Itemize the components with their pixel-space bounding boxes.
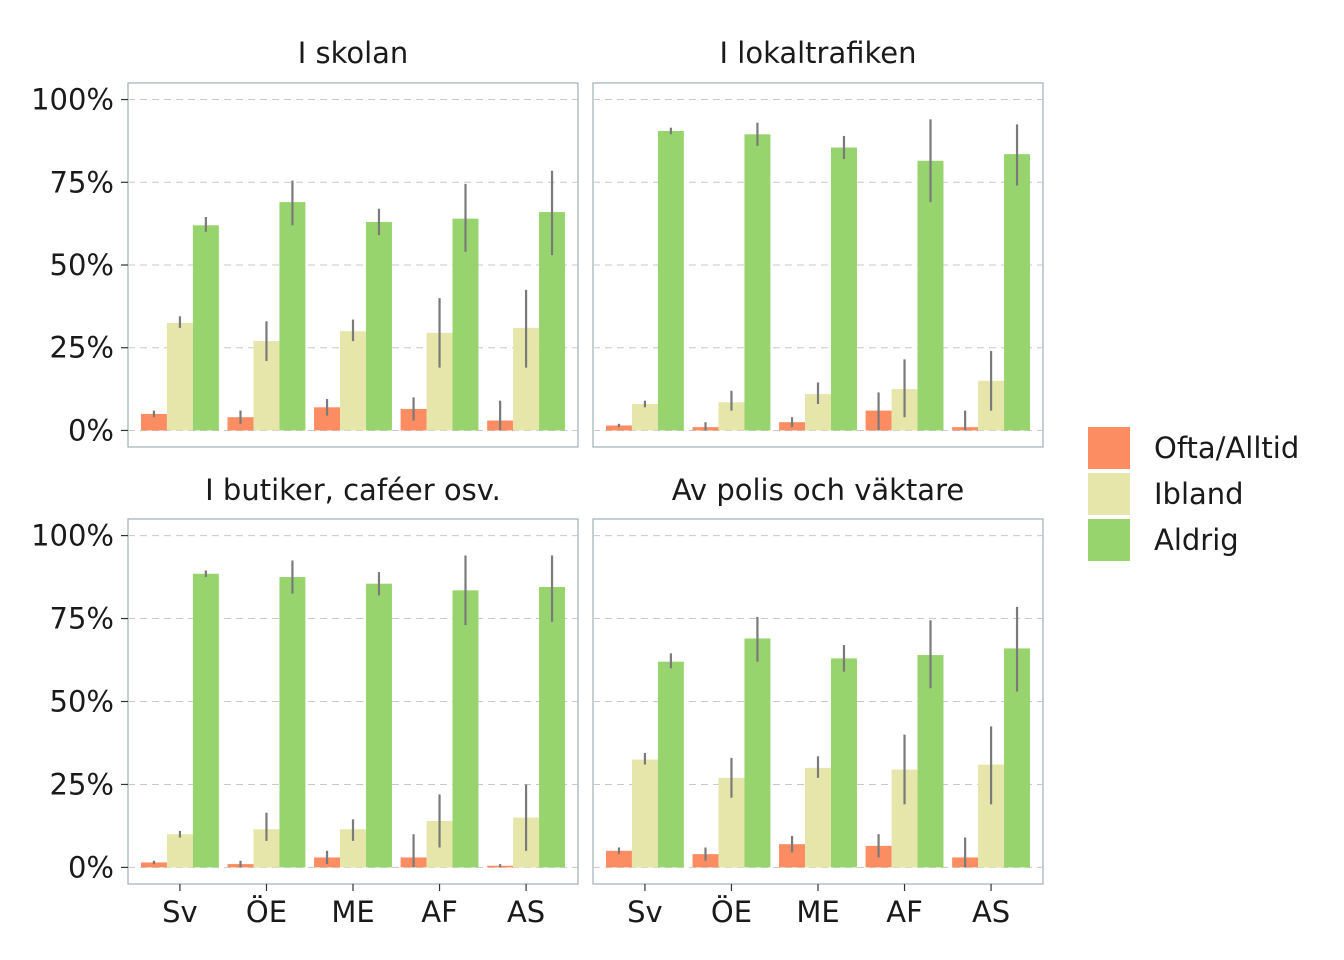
panel-title: Av polis och väktare <box>672 473 964 507</box>
legend-label: Ibland <box>1154 477 1244 511</box>
bar <box>744 134 771 431</box>
bar <box>140 862 167 868</box>
y-tick-label: 75% <box>50 602 114 636</box>
bar <box>166 322 193 431</box>
bar <box>365 221 392 431</box>
bar <box>631 759 658 868</box>
legend-label: Aldrig <box>1154 523 1239 557</box>
bar <box>340 331 366 431</box>
bar <box>631 403 658 431</box>
y-tick-label: 25% <box>50 767 114 801</box>
bar <box>657 661 684 868</box>
y-tick-label: 50% <box>50 248 114 282</box>
x-tick-label: Sv <box>627 895 663 929</box>
x-tick-label: ÖE <box>246 895 287 929</box>
bar <box>917 655 944 868</box>
panel-title: I lokaltrafiken <box>720 36 917 70</box>
bar <box>744 638 771 868</box>
bar <box>365 583 392 868</box>
bar <box>140 413 167 431</box>
bar <box>279 577 306 868</box>
bar <box>192 225 219 431</box>
y-tick-label: 0% <box>68 850 114 884</box>
bar <box>605 425 632 431</box>
legend-swatch <box>1088 519 1130 561</box>
bar <box>830 658 857 868</box>
x-tick-label: ÖE <box>711 895 752 929</box>
bar <box>605 850 632 868</box>
bar <box>805 767 831 868</box>
bar <box>539 587 566 868</box>
y-tick-label: 75% <box>50 165 114 199</box>
y-tick-label: 0% <box>68 413 114 447</box>
x-tick-label: ME <box>331 895 374 929</box>
bar <box>830 147 857 431</box>
bar <box>452 218 479 431</box>
x-tick-label: AS <box>507 895 545 929</box>
bar <box>657 130 684 431</box>
legend-swatch <box>1088 427 1130 469</box>
x-tick-label: AF <box>886 895 923 929</box>
bar <box>279 202 306 431</box>
x-tick-label: AF <box>421 895 458 929</box>
y-tick-label: 50% <box>50 685 114 719</box>
bar <box>166 834 193 868</box>
x-tick-label: AS <box>972 895 1010 929</box>
bar <box>452 590 479 868</box>
bar <box>917 160 944 431</box>
x-tick-label: Sv <box>162 895 198 929</box>
legend-label: Ofta/Alltid <box>1154 431 1299 465</box>
bar <box>779 844 806 868</box>
bar <box>314 407 341 431</box>
y-tick-label: 25% <box>50 331 114 365</box>
legend-swatch <box>1088 473 1130 515</box>
panel-title: I skolan <box>298 36 409 70</box>
panel-title: I butiker, caféer osv. <box>205 473 501 507</box>
bar <box>192 573 219 868</box>
x-tick-label: ME <box>796 895 839 929</box>
y-tick-label: 100% <box>31 83 114 117</box>
y-tick-label: 100% <box>31 519 114 553</box>
bar <box>1004 154 1031 431</box>
